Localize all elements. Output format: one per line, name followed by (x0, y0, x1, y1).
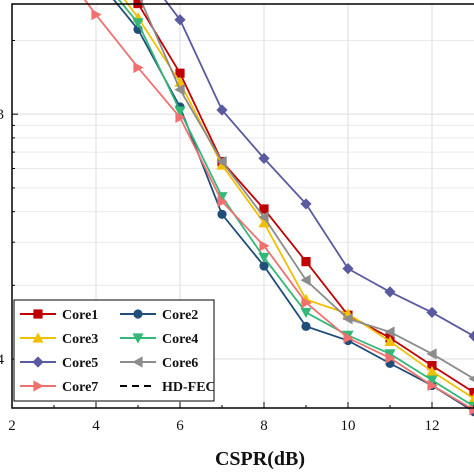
data-point (133, 61, 144, 74)
data-point (469, 404, 474, 416)
data-point (384, 335, 396, 347)
legend-label: Core1 (62, 308, 98, 323)
data-point (342, 313, 353, 325)
data-point (427, 361, 437, 371)
legend-box (13, 299, 215, 402)
data-point (32, 332, 44, 343)
data-point (132, 18, 144, 29)
data-point (384, 349, 396, 360)
data-point (32, 356, 44, 368)
grid (12, 4, 474, 408)
data-point (300, 307, 312, 319)
legend-item-core6: Core6 (120, 356, 198, 371)
legend-item-core3: Core3 (20, 332, 98, 347)
data-point (427, 379, 438, 392)
data-point (468, 375, 474, 382)
data-point (258, 217, 270, 228)
data-point (384, 286, 396, 298)
data-point (426, 306, 438, 319)
x-tick-label: 2 (8, 418, 16, 434)
data-point (385, 352, 396, 364)
legend-label: Core2 (162, 308, 198, 323)
data-point (216, 104, 228, 116)
data-point (301, 256, 311, 267)
x-tick-label: 6 (176, 418, 184, 434)
data-point (259, 261, 269, 271)
data-point (426, 365, 438, 377)
data-point (426, 348, 437, 360)
data-point (132, 356, 143, 368)
data-point (217, 209, 227, 219)
data-point (133, 309, 143, 319)
legend-label: Core3 (62, 332, 98, 347)
legend-label: Core4 (162, 332, 198, 347)
data-point (342, 263, 354, 275)
data-point (259, 240, 270, 252)
y-tick-label: 3 (0, 107, 4, 123)
data-point (301, 297, 312, 309)
data-point (259, 204, 269, 214)
y-tick-label: 4 (0, 352, 5, 368)
data-point (468, 392, 474, 404)
data-point (174, 84, 185, 96)
legend-item-core4: Core4 (120, 332, 198, 347)
data-point (33, 380, 44, 392)
data-point (91, 9, 102, 21)
data-point (343, 332, 354, 344)
series-core5 (163, 0, 474, 342)
legend-item-core5: Core5 (20, 356, 98, 371)
legend-label: Core5 (62, 356, 98, 371)
series-core4 (117, 0, 474, 413)
data-point (258, 152, 270, 164)
data-point (175, 68, 185, 78)
x-tick-label: 10 (341, 418, 356, 434)
data-point (217, 195, 228, 208)
data-point (132, 333, 144, 344)
series-core7 (83, 0, 474, 416)
data-point (469, 387, 474, 398)
data-point (174, 106, 186, 117)
x-tick-label: 4 (92, 418, 100, 434)
legend-item-hd-fec: HD-FEC (120, 380, 216, 395)
data-point (258, 211, 269, 223)
data-point (216, 156, 227, 168)
legend-label: HD-FEC (162, 380, 216, 395)
x-tick-label: 12 (425, 418, 440, 434)
ticks: 24681012234 (0, 39, 474, 434)
legend: Core1 Core2 Core3 Core4 Core5 Core6 Core7 HD-FE… (13, 299, 216, 402)
data-point (300, 274, 311, 286)
data-point (384, 326, 395, 338)
legend-item-core7: Core7 (20, 380, 98, 395)
plot-frame (11, 3, 474, 409)
data-point (258, 252, 270, 264)
data-point (468, 330, 474, 342)
data-point (426, 375, 438, 386)
data-point (175, 111, 186, 124)
legend-item-core1: Core1 (20, 308, 98, 323)
data-point (301, 321, 311, 331)
legend-label: Core6 (162, 356, 198, 371)
legend-label: Core7 (62, 380, 98, 395)
data-point (174, 14, 186, 26)
series (83, 0, 474, 417)
data-point (33, 309, 43, 319)
legend-item-core2: Core2 (120, 308, 198, 323)
series-core6 (139, 0, 474, 382)
x-tick-label: 8 (260, 418, 268, 434)
data-point (300, 198, 312, 210)
x-axis-title: CSPR(dB) (215, 448, 305, 470)
